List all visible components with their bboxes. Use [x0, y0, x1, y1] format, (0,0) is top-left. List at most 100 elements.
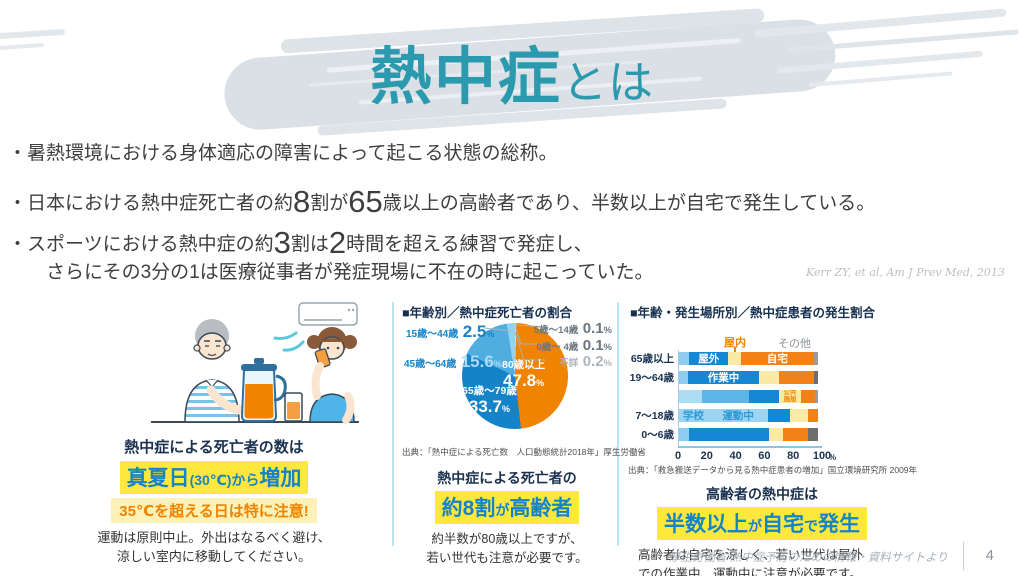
bar-segment: 運動中 — [708, 409, 768, 422]
bar-panel-headline: 高齢者の熱中症は — [706, 486, 818, 502]
bar-panel-highlight: 半数以上が自宅で発生 — [657, 507, 867, 540]
page-title: 熱中症とは — [0, 26, 1024, 116]
bar-track: 作業中 — [678, 371, 818, 384]
pie-chart-title: ■年齢別／熱中症死亡者の割合 — [402, 306, 573, 320]
bar-segment — [689, 428, 769, 441]
bar-segment — [789, 409, 809, 422]
pie-panel-highlight: 約8割が高齢者 — [434, 491, 580, 524]
bar-segment — [813, 371, 818, 384]
bar-segment: 学校 — [678, 409, 709, 422]
page-title-main: 熱中症 — [369, 43, 562, 112]
left-panel-body-line1: 運動は原則中止。外出はなるべく避け、 — [97, 530, 331, 545]
indoor-hydration-illustration — [151, 302, 359, 424]
pie-label-15-44: 15歳〜44歳 2.5% — [406, 322, 495, 341]
bar-track: 屋外 自宅 — [678, 352, 818, 365]
pie-label-0-4: 0歳〜 4歳 0.1% — [536, 337, 612, 354]
bar-segment: 屋外 — [689, 352, 729, 365]
left-panel-headline: 熱中症による死亡者の数は — [124, 439, 304, 456]
bar-segment — [767, 409, 790, 422]
bar-segment — [678, 428, 690, 441]
pie-panel-body-line1: 約半数が80歳以上ですが、 — [431, 532, 583, 546]
bar-track: 公共施設 — [678, 390, 818, 403]
bar-segment — [768, 428, 783, 441]
girl-drinking — [307, 327, 357, 424]
air-conditioner-icon — [298, 302, 358, 326]
bullet-elderly-statistic: ・日本における熱中症死亡者の約8割が65歳以上の高齢者であり、半数以上が自宅で発… — [8, 183, 876, 219]
bullet-sports-statistic: ・スポーツにおける熱中症の約3割は2時間を超える練習で発症し、 — [8, 224, 593, 260]
cool-air-icon — [273, 331, 305, 352]
bar-segment — [701, 390, 750, 403]
page-number: 4 — [985, 547, 994, 564]
pie-chart: 15歳〜44歳 2.5% 45歳〜64歳 15.6% 5歳〜14歳 0.1% 0… — [400, 320, 614, 442]
panel-occurrence-by-place: ■年齢・発生場所別／熱中症患者の発生割合 屋内 その他 65歳以上 屋外 自宅 19〜… — [628, 298, 918, 576]
bar-segment: 自宅 — [740, 352, 814, 365]
bar-segment — [808, 428, 818, 441]
footer-divider — [963, 542, 964, 570]
page-title-suffix: とは — [562, 57, 655, 108]
bar-segment — [728, 352, 741, 365]
elderly-man — [184, 319, 244, 423]
y-axis-line — [678, 350, 679, 446]
bar-segment — [759, 371, 779, 384]
left-panel-body-line2: 涼しい室内に移動してください。 — [116, 548, 312, 564]
indoor-annotation-tick — [734, 347, 736, 352]
x-tick-label: 20 — [700, 450, 713, 462]
brush-stroke-left-decoration — [0, 29, 65, 50]
bar-segment — [815, 390, 818, 403]
brush-stroke-decoration — [224, 8, 1019, 136]
bar-row: 0〜6歳 — [628, 428, 823, 441]
bar-row-label: 19〜64歳 — [629, 372, 674, 384]
bar-row: 7〜18歳 学校 運動中 — [628, 409, 823, 422]
left-panel-highlight-1: 真夏日(30℃)から増加 — [119, 461, 309, 494]
bar-row-label: 0〜6歳 — [641, 429, 674, 441]
panel-deaths-by-age: ■年齢別／熱中症死亡者の割合 15歳〜44歳 2.5% 45歳〜64歳 15.6… — [400, 298, 646, 568]
bar-row: 65歳以上 屋外 自宅 — [628, 352, 823, 365]
footer-source: 厚生労働省 熱中症予防のための情報・資料サイトより — [669, 552, 948, 564]
bar-panel-body-line1: 高齢者は自宅を涼しく、若い世代は屋外 — [638, 548, 864, 562]
x-tick-label: 40 — [729, 450, 742, 462]
bullet-definition: ・暑熱環境における身体適応の障害によって起こる状態の総称。 — [8, 143, 558, 164]
pie-label-65-79: 65歳〜79歳 33.7% — [462, 385, 517, 416]
bar-row-label: 65歳以上 — [630, 353, 674, 365]
bar-row: 公共施設 — [628, 390, 823, 403]
bar-rows: 65歳以上 屋外 自宅 19〜64歳 作業中 公共施設 7〜18歳 学校 運動中 0〜6歳 — [628, 352, 823, 447]
indoor-annotation: 屋内 — [724, 337, 746, 349]
bullet-sports-statistic-line2: さらにその3分の1は医療従事者が発症現場に不在の時に起こっていた。 — [46, 261, 654, 283]
panel-divider-left — [392, 302, 394, 546]
bar-segment — [678, 390, 702, 403]
bar-segment — [782, 428, 809, 441]
x-tick-label: 80 — [787, 450, 800, 462]
juice-glass-icon — [284, 392, 303, 422]
bar-segment: 作業中 — [687, 371, 760, 384]
bar-chart-source: 出典：「救急搬送データから見る熱中症患者の増加」国立環境研究所 2009年 — [628, 465, 918, 475]
bar-segment — [801, 390, 816, 403]
bar-segment — [678, 371, 688, 384]
bar-segment — [808, 409, 818, 422]
x-axis-line — [678, 446, 822, 448]
bar-chart: 屋内 その他 65歳以上 屋外 自宅 19〜64歳 作業中 公共施設 7〜18歳 学校 運動中 0… — [628, 320, 896, 462]
juice-pitcher-icon — [240, 358, 287, 422]
x-tick-label: 0 — [674, 450, 682, 462]
pie-label-80plus: 80歳以上 47.8% — [502, 359, 546, 390]
x-tick-label: 100 — [812, 450, 832, 462]
bar-segment — [749, 390, 779, 403]
panel-divider-right — [617, 302, 619, 546]
bar-chart-title: ■年齢・発生場所別／熱中症患者の発生割合 — [630, 306, 876, 320]
pie-panel-body-line2: 若い世代も注意が必要です。 — [426, 550, 588, 565]
bar-track — [678, 428, 818, 441]
bar-panel-body-line2: での作業中、運動中に注意が必要です。 — [638, 566, 862, 576]
pie — [462, 323, 568, 429]
bullet-list: ・暑熱環境における身体適応の障害によって起こる状態の総称。 ・日本における熱中症… — [8, 142, 1020, 285]
bar-segment — [778, 371, 814, 384]
pie-panel-headline: 熱中症による死亡者の — [437, 470, 577, 486]
bar-row: 19〜64歳 作業中 — [628, 371, 823, 384]
bar-segment: 公共施設 — [778, 390, 802, 403]
pie-chart-source: 出典：「熱中症による死亡数 人口動態統計2018年」厚生労働省 — [402, 447, 646, 457]
bar-row-label: 7〜18歳 — [635, 410, 674, 422]
bar-xaxis: 0 20 40 60 80 100% — [628, 450, 848, 464]
pie-label-5-14: 5歳〜14歳 0.1% — [533, 320, 612, 337]
x-tick-label: 60 — [758, 450, 771, 462]
pie-leader-lines — [483, 324, 547, 361]
bar-segment — [678, 352, 690, 365]
